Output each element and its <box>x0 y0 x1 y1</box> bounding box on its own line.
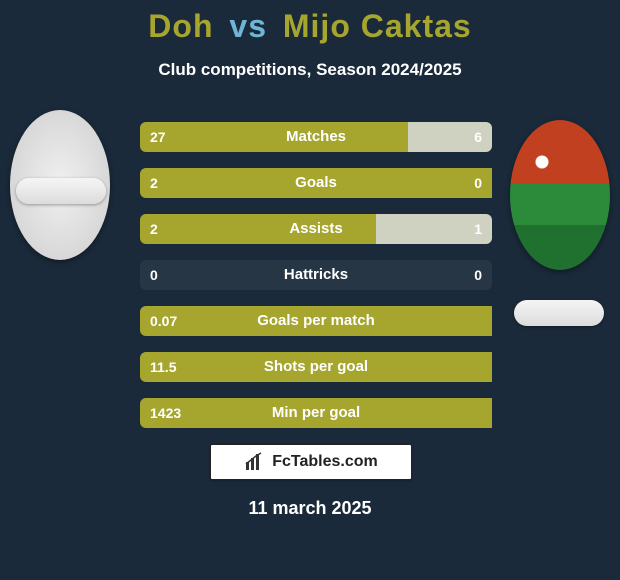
stat-label: Goals per match <box>140 306 492 336</box>
date-text: 11 march 2025 <box>0 498 620 519</box>
stat-row: Goals per match0.07 <box>140 306 492 336</box>
player1-name: Doh <box>148 8 213 44</box>
stat-row: Shots per goal11.5 <box>140 352 492 382</box>
stat-row: Matches27 6 <box>140 122 492 152</box>
stat-row: Hattricks0 0 <box>140 260 492 290</box>
stat-label: Shots per goal <box>140 352 492 382</box>
stat-left-value: 2 <box>150 168 158 198</box>
player2-name-chip <box>514 300 604 326</box>
stat-left-value: 0.07 <box>150 306 177 336</box>
stat-right-value: 0 <box>474 260 482 290</box>
brand-text: FcTables.com <box>272 453 378 471</box>
player2-name: Mijo Caktas <box>283 8 472 44</box>
comparison-title: Doh vs Mijo Caktas <box>0 8 620 45</box>
brand-chart-icon <box>244 452 266 472</box>
stat-right-value: 1 <box>474 214 482 244</box>
stat-right-value: 6 <box>474 122 482 152</box>
stat-left-value: 2 <box>150 214 158 244</box>
subtitle: Club competitions, Season 2024/2025 <box>0 60 620 80</box>
title-vs: vs <box>229 8 267 44</box>
stat-left-value: 0 <box>150 260 158 290</box>
stat-label: Hattricks <box>140 260 492 290</box>
stat-right-value: 0 <box>474 168 482 198</box>
stat-row: Assists2 1 <box>140 214 492 244</box>
stat-row: Min per goal1423 <box>140 398 492 428</box>
stat-label: Assists <box>140 214 492 244</box>
brand-badge: FcTables.com <box>210 444 412 480</box>
stat-label: Goals <box>140 168 492 198</box>
stat-label: Min per goal <box>140 398 492 428</box>
player2-avatar <box>510 120 610 270</box>
stat-row: Goals2 0 <box>140 168 492 198</box>
player1-name-chip <box>16 178 106 204</box>
stat-left-value: 1423 <box>150 398 181 428</box>
stat-left-value: 27 <box>150 122 166 152</box>
stat-label: Matches <box>140 122 492 152</box>
stat-left-value: 11.5 <box>150 352 176 382</box>
stat-bars-container: Matches276Goals20Assists21Hattricks00Goa… <box>140 122 492 444</box>
